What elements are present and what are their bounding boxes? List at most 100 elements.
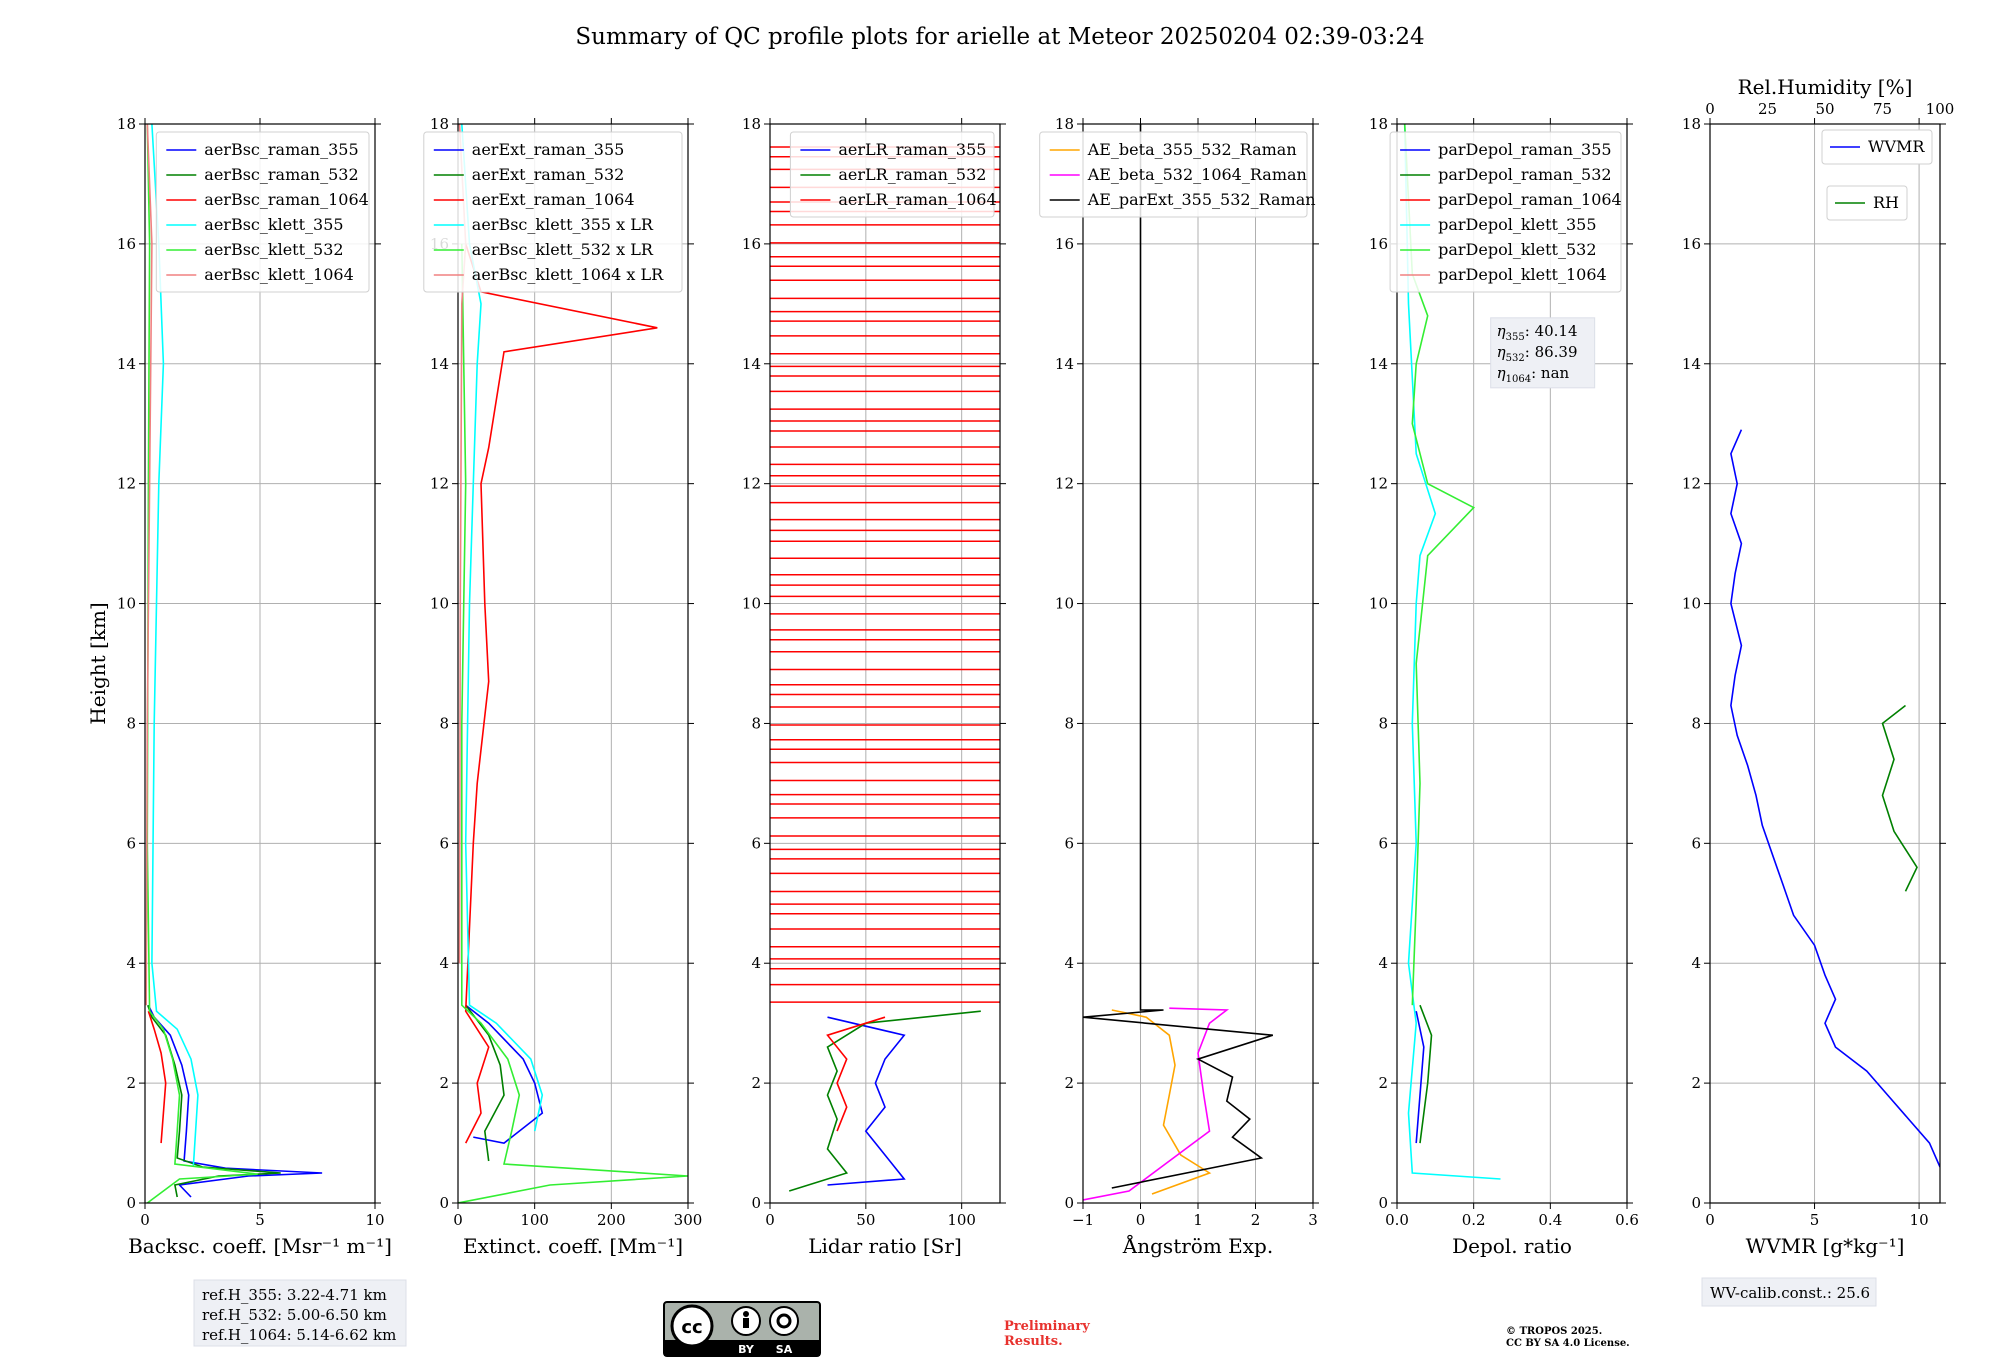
y-tick-label: 10 (1055, 595, 1074, 613)
series-line-parDepol_klett_532 (1403, 124, 1476, 1006)
series-line-RH (1881, 704, 1918, 892)
y-tick-label: 18 (430, 115, 449, 133)
series-group (145, 124, 323, 1203)
cc-icon (670, 1304, 714, 1348)
y-tick-label: 2 (439, 1074, 449, 1092)
y-tick-label: 10 (1369, 595, 1388, 613)
y-tick-label: 6 (126, 834, 136, 852)
legend-frame (789, 131, 995, 218)
axes-frame (457, 123, 689, 1204)
x-tick-label: 3 (1308, 1211, 1318, 1229)
eta-line: η355: 40.14 (1497, 322, 1578, 343)
legend-entry: aerBsc_klett_355 x LR (472, 215, 654, 234)
y-tick-label: 4 (439, 954, 449, 972)
legend-entry: aerExt_raman_1064 (472, 190, 635, 209)
y-tick-label: 12 (1682, 475, 1701, 493)
legend-frame (1826, 185, 1908, 221)
series-line-aerLR_raman_355 (827, 1016, 906, 1186)
legend-entry: aerBsc_klett_532 x LR (472, 240, 654, 259)
y-tick-label: 18 (117, 115, 136, 133)
series-line-AE_beta_355_532_Raman (1111, 1009, 1212, 1195)
annotation-frame (1490, 317, 1596, 389)
y-tick-label: 4 (1378, 954, 1388, 972)
x-tick-label: 100 (520, 1211, 549, 1229)
legend-entry: aerBsc_klett_532 (204, 240, 343, 259)
legend-frame (155, 131, 370, 293)
legend-entry: aerBsc_klett_1064 (204, 265, 353, 284)
ref-line-355: ref.H_355: 3.22-4.71 km (202, 1286, 387, 1304)
y-tick-label: 2 (1064, 1074, 1074, 1092)
y-tick-label: 16 (117, 235, 136, 253)
legend-entry: aerBsc_klett_355 (204, 215, 343, 234)
legend-entry: aerLR_raman_355 (838, 140, 986, 159)
y-tick-label: 8 (751, 714, 761, 732)
y-tick-label: 8 (1691, 714, 1701, 732)
series-line-aerBsc_klett_532 (146, 124, 258, 1203)
y-tick-label: 8 (1378, 714, 1388, 732)
ref-line-1064: ref.H_1064: 5.14-6.62 km (202, 1326, 396, 1344)
x-tick-label: 0 (140, 1211, 150, 1229)
x2-tick-label: 50 (1815, 100, 1834, 118)
legend: aerBsc_raman_355 aerBsc_raman_532 aerBsc_r… (155, 131, 370, 293)
x-tick-label: 0.6 (1615, 1211, 1639, 1229)
series-line-aerLR_raman_1064 (826, 1016, 886, 1132)
y-tick-label: 12 (430, 475, 449, 493)
eta-line: η1064: nan (1497, 364, 1570, 385)
y-tick-label: 14 (1055, 355, 1074, 373)
x-tick-label: 0 (765, 1211, 775, 1229)
y-tick-label: 12 (1369, 475, 1388, 493)
legend-entry: aerExt_raman_532 (472, 165, 625, 184)
axes-frame (1709, 123, 1941, 1204)
legend-frame (1389, 131, 1622, 293)
legend-entry: aerBsc_klett_1064 x LR (472, 265, 664, 284)
y-tick-label: 14 (117, 355, 136, 373)
axes-frame (769, 123, 1001, 1204)
cc-by-label: BY (738, 1343, 755, 1356)
panel-1: 0 5 10 0 2 4 6 8 10 12 14 16 18 Backsc. coeff. [Msr⁻¹… (86, 115, 392, 1258)
panel-3: 0 50 100 0 2 4 6 8 10 12 14 16 18 Lidar ratio [Sr] aer… (742, 115, 1006, 1258)
y-tick-label: 18 (1682, 115, 1701, 133)
series-line-parDepol_raman_532 (1419, 1004, 1433, 1144)
x-tick-label: 2 (1251, 1211, 1261, 1229)
y-tick-label: 10 (117, 595, 136, 613)
legend-entry: WVMR (1868, 137, 1925, 156)
series-group (770, 146, 1000, 1192)
y-tick-label: 14 (430, 355, 449, 373)
series-line-AE_beta_532_1064_Raman (1083, 1007, 1230, 1201)
series-line-aerBsc_klett_355 x LR (461, 124, 544, 1132)
x-tick-label: 300 (674, 1211, 703, 1229)
x2-tick-label: 100 (1926, 100, 1955, 118)
cc-license-badge: cc BY SA (663, 1301, 821, 1357)
y-axis-label: Height [km] (86, 602, 110, 724)
y-tick-label: 18 (742, 115, 761, 133)
y-tick-label: 4 (1691, 954, 1701, 972)
legend-entry: AE_beta_355_532_Raman (1087, 140, 1297, 159)
series-line-aerExt_raman_355 (465, 1004, 544, 1144)
legend: aerExt_raman_355 aerExt_raman_532 aerExt_r… (423, 131, 683, 293)
y-tick-label: 0 (1691, 1194, 1701, 1212)
series-line-aerBsc_klett_1064 (145, 124, 153, 1006)
panel-2: 0100200300024681012141618Extinct. coeff.… (423, 115, 703, 1258)
x-axis-label: Lidar ratio [Sr] (808, 1234, 962, 1258)
series-line-aerBsc_klett_355 (151, 124, 199, 1168)
legend-entry: aerLR_raman_1064 (838, 190, 996, 209)
x-tick-label: 0.2 (1462, 1211, 1486, 1229)
x2-axis-label: Rel.Humidity [%] (1738, 75, 1913, 99)
legend: parDepol_raman_355 parDepol_raman_532 parD… (1389, 131, 1622, 293)
x-tick-label: −1 (1072, 1211, 1094, 1229)
legend: AE_beta_355_532_Raman AE_beta_532_1064_Ra… (1039, 131, 1316, 218)
legend-entry: parDepol_klett_1064 (1438, 265, 1607, 284)
series-line-AE_parExt_355_532_Raman (1083, 124, 1274, 1189)
x-tick-label: 0 (1136, 1211, 1146, 1229)
y-tick-label: 6 (439, 834, 449, 852)
legend-entry: parDepol_klett_532 (1438, 240, 1596, 259)
legend-entry: aerBsc_raman_532 (204, 165, 358, 184)
x-tick-label: 0 (1705, 1211, 1715, 1229)
reference-heights-box: ref.H_355: 3.22-4.71 km ref.H_532: 5.00-… (193, 1279, 407, 1347)
svg-text:cc: cc (681, 1317, 702, 1338)
y-tick-label: 2 (126, 1074, 136, 1092)
y-tick-label: 12 (1055, 475, 1074, 493)
